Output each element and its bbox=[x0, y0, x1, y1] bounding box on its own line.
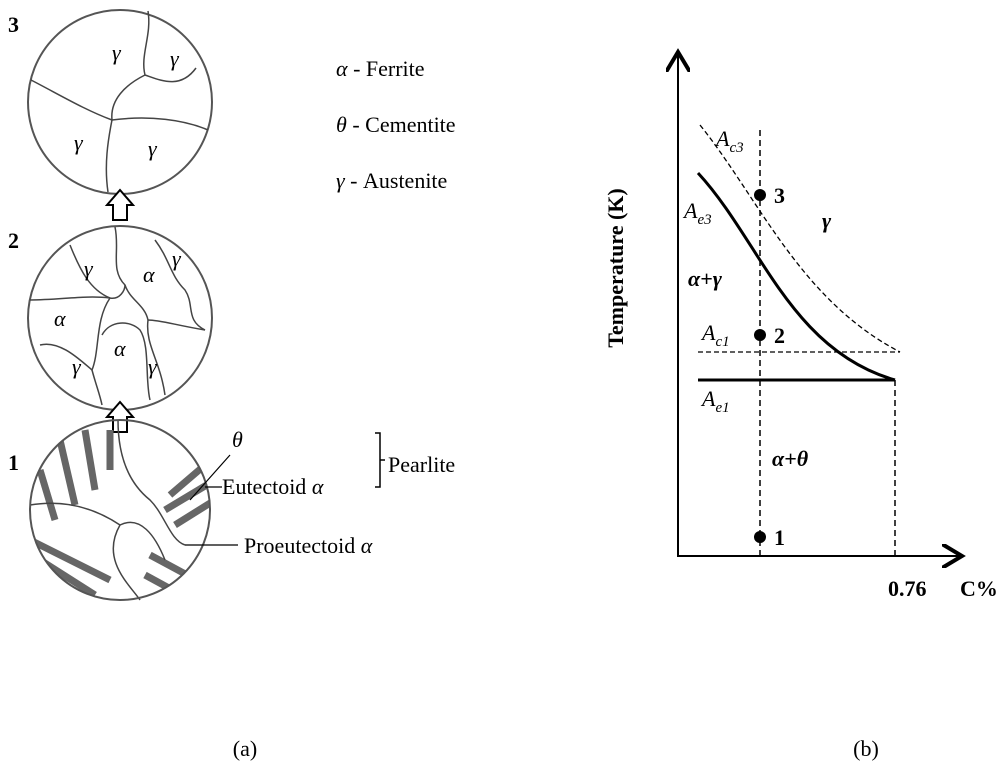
caption: (a) bbox=[233, 736, 257, 761]
eutectoid-label: Eutectoid α bbox=[222, 474, 324, 499]
point-label: 2 bbox=[774, 323, 785, 348]
label-subscript: c1 bbox=[715, 334, 729, 350]
y-axis-label: Temperature (K) bbox=[603, 188, 628, 347]
label-symbol: α bbox=[312, 474, 324, 499]
arrow bbox=[104, 188, 136, 221]
phase: γ bbox=[84, 256, 94, 281]
label-symbol: A bbox=[700, 386, 716, 411]
bracket bbox=[375, 432, 385, 488]
phase: γ bbox=[112, 40, 122, 65]
phase: γ bbox=[74, 130, 84, 155]
phase: γ bbox=[72, 354, 82, 379]
label-text: Eutectoid bbox=[222, 474, 306, 499]
grain-boundary bbox=[119, 521, 166, 561]
legend-symbol: γ bbox=[336, 168, 346, 193]
micrograph bbox=[27, 9, 213, 195]
lamella bbox=[30, 536, 112, 584]
label-subscript: e1 bbox=[715, 400, 729, 416]
lamella bbox=[138, 596, 167, 600]
legend-symbol: θ bbox=[336, 112, 347, 137]
arrow bbox=[104, 400, 136, 433]
label-symbol: A bbox=[682, 198, 698, 223]
legend-entry: θ - Cementite bbox=[336, 112, 456, 137]
legend-symbol: α bbox=[336, 56, 348, 81]
state-point bbox=[754, 189, 766, 201]
grain-boundary bbox=[91, 297, 111, 406]
ae3-line bbox=[696, 171, 896, 382]
grain-boundary bbox=[111, 117, 209, 131]
label-text: Proeutectoid bbox=[244, 533, 355, 558]
phase: γ bbox=[148, 136, 158, 161]
pearlite-label: Pearlite bbox=[388, 452, 455, 477]
legend-entry: γ - Austenite bbox=[336, 168, 447, 193]
lamella bbox=[173, 497, 210, 528]
leader-line bbox=[189, 454, 231, 501]
grain-boundary bbox=[154, 239, 206, 331]
panel-a: 3 γ γ γ γ 2 γ α γ α α γ γ 1 bbox=[8, 9, 456, 761]
legend-text: - Ferrite bbox=[353, 56, 424, 81]
grain-boundary bbox=[114, 226, 166, 396]
grain-boundary bbox=[117, 419, 186, 546]
grain-boundary bbox=[30, 79, 113, 121]
grain-boundary bbox=[101, 322, 151, 401]
legend-text: - Cementite bbox=[352, 112, 455, 137]
lamella bbox=[167, 462, 208, 498]
label-subscript: c3 bbox=[729, 140, 743, 156]
region-label: γ bbox=[822, 208, 832, 233]
x-axis-label: C% bbox=[960, 576, 998, 601]
state-point bbox=[754, 531, 766, 543]
x-mark-label: 0.76 bbox=[888, 576, 927, 601]
ac3-line bbox=[699, 124, 901, 353]
grain-boundary bbox=[29, 296, 111, 301]
point-label: 3 bbox=[774, 183, 785, 208]
stage-label: 2 bbox=[8, 228, 19, 253]
phase: α bbox=[114, 336, 126, 361]
label-symbol: α bbox=[361, 533, 373, 558]
lamella bbox=[56, 439, 79, 506]
point-label: 1 bbox=[774, 525, 785, 550]
proeutectoid-label: Proeutectoid α bbox=[244, 533, 373, 558]
micrograph bbox=[29, 419, 211, 601]
stage-label: 1 bbox=[8, 450, 19, 475]
lamella bbox=[36, 468, 59, 522]
legend-entry: α - Ferrite bbox=[336, 56, 425, 81]
state-point bbox=[754, 329, 766, 341]
lamella bbox=[81, 429, 99, 491]
line-label: Ac3 bbox=[714, 126, 744, 156]
phase: α bbox=[143, 262, 155, 287]
region-label: α+θ bbox=[772, 446, 809, 471]
stage-label: 3 bbox=[8, 12, 19, 37]
label-subscript: e3 bbox=[697, 212, 711, 228]
label-symbol: A bbox=[700, 320, 716, 345]
panel-b: Temperature (K) 0.76 C% Ac3 Ae3 Ac1 Ae1 … bbox=[603, 52, 998, 761]
grain-boundary bbox=[105, 74, 146, 193]
line-label: Ac1 bbox=[700, 320, 730, 350]
phase: γ bbox=[172, 246, 182, 271]
phase: γ bbox=[170, 46, 180, 71]
region-label: α+γ bbox=[688, 266, 723, 291]
legend-text: - Austenite bbox=[350, 168, 447, 193]
label-symbol: A bbox=[714, 126, 730, 151]
line-label: Ae1 bbox=[700, 386, 730, 416]
grain-boundary bbox=[39, 343, 93, 371]
cementite-label: θ bbox=[232, 427, 243, 452]
line-label: Ae3 bbox=[682, 198, 712, 228]
phase: α bbox=[54, 306, 66, 331]
caption: (b) bbox=[853, 736, 879, 761]
phase: γ bbox=[148, 354, 158, 379]
grain-boundary bbox=[147, 319, 206, 331]
lamella bbox=[143, 571, 202, 600]
